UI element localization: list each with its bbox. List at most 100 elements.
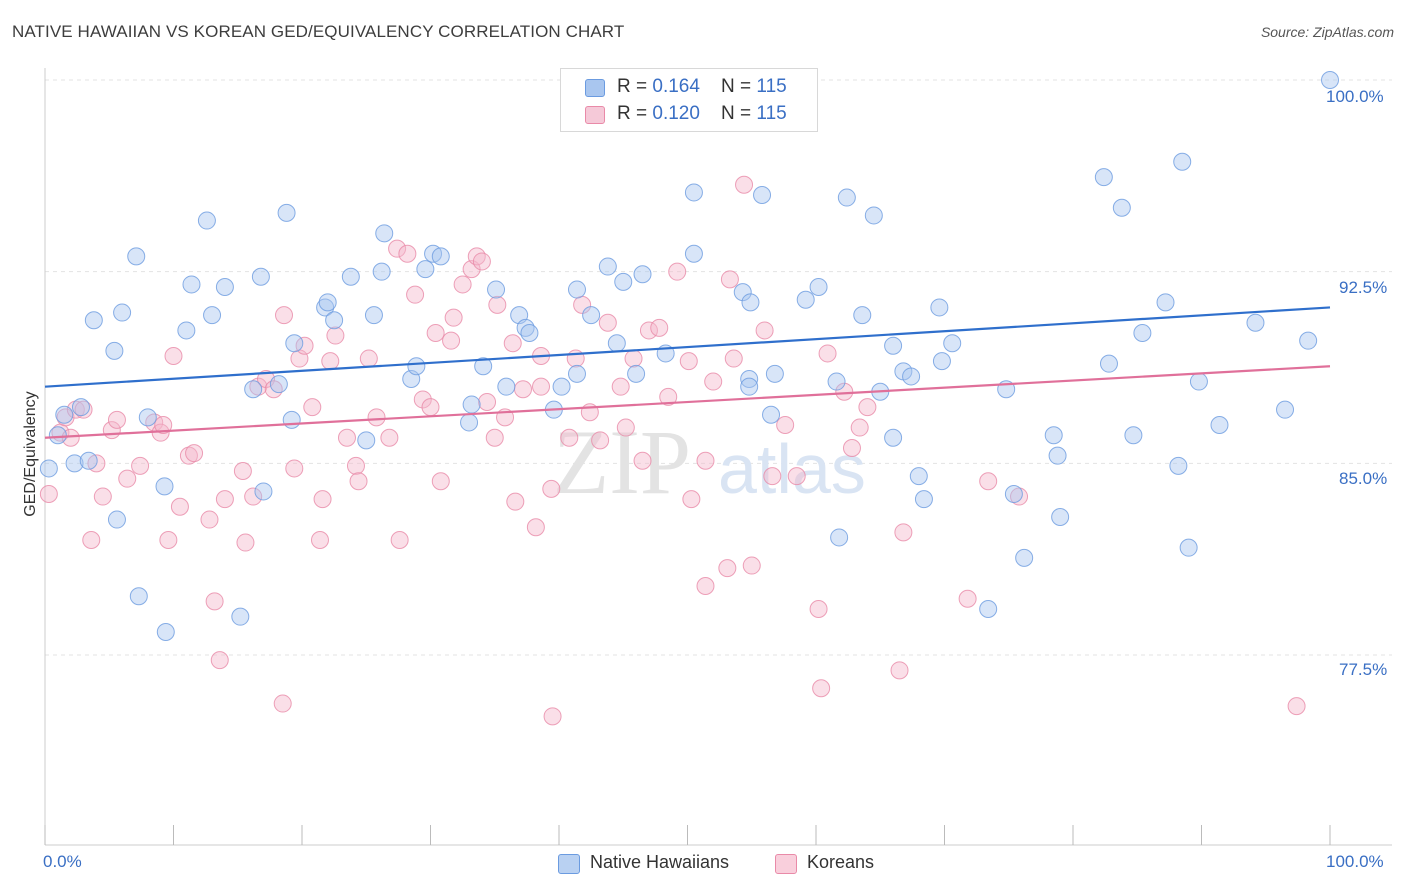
korean-point [236,533,255,552]
korean-point [74,400,93,419]
korean-point [704,372,723,391]
korean-point [244,487,263,506]
native-hawaiian-point [884,428,903,447]
korean-point [295,336,314,355]
y-tick-77-5: 77.5% [1339,660,1388,679]
korean-point [542,479,561,498]
native-hawaiian-point [796,290,815,309]
native-hawaiian-point [552,377,571,396]
native-hawaiian-point [741,293,760,312]
korean-point [285,459,304,478]
legend-swatch-blue [585,79,605,97]
native-hawaiian-point [740,377,759,396]
korean-point [413,390,432,409]
native-hawaiian-point [853,306,872,325]
korean-point [131,456,150,475]
korean-point [159,531,178,549]
native-hawaiian-point [341,267,360,286]
native-hawaiian-point [567,280,586,299]
korean-point [442,331,461,350]
native-hawaiian-point [765,364,784,383]
korean-point [787,467,806,486]
native-hawaiian-point [1173,152,1192,171]
korean-point [406,285,425,304]
korean-point [93,487,112,506]
native-hawaiian-point [1189,372,1208,391]
korean-point [66,400,85,419]
native-hawaiian-point [55,405,74,424]
y-tick-85: 85.0% [1339,469,1388,488]
native-hawaiian-point [627,364,646,383]
native-hawaiian-point [567,364,586,383]
native-hawaiian-point [1321,71,1339,89]
native-hawaiian-point [244,380,263,399]
native-hawaiian-point [364,306,383,325]
native-hawaiian-point [462,395,481,414]
korean-point [742,556,761,575]
native-hawaiian-point [48,426,67,445]
native-hawaiian-point [762,405,781,424]
native-hawaiian-point [138,408,157,427]
korean-point [154,416,173,434]
korean-point [755,321,774,340]
korean-point [313,490,332,509]
legend-r-value: 0.164 [652,76,700,97]
y-axis-label: GED/Equivalency [22,391,39,517]
native-hawaiian-point [71,398,90,417]
korean-trend-line [44,365,1331,439]
korean-point [179,446,198,465]
korean-point [485,428,504,447]
native-hawaiian-point [1004,485,1023,503]
native-hawaiian-point [733,283,752,302]
native-hawaiian-point [1179,538,1198,557]
native-hawaiian-point [407,357,426,376]
korean-point [453,275,472,294]
korean-point [390,531,409,549]
native-hawaiian-point [318,293,337,312]
native-hawaiian-point [282,410,301,429]
native-hawaiian-point [809,278,828,296]
korean-point [894,523,913,542]
native-hawaiian-point [231,607,250,626]
korean-point [359,349,378,368]
korean-point [426,324,445,342]
korean-point [1287,697,1306,716]
x-max-label: 100.0% [1326,852,1384,871]
korean-point [624,349,643,368]
native-hawaiian-point [129,587,148,606]
native-hawaiian-point [155,477,174,496]
native-hawaiian-point [864,206,883,225]
legend-r-value: 0.120 [652,103,700,124]
native-hawaiian-point [1112,198,1131,217]
korean-point [249,377,268,396]
korean-point [650,318,669,337]
native-hawaiian-point [909,467,928,486]
native-hawaiian-point [827,372,846,391]
korean-point [616,418,635,437]
native-hawaiian-point [979,600,998,618]
korean-point [668,262,687,281]
legend-swatch-pink [585,106,605,124]
korean-point [107,410,126,429]
native-hawaiian-point [598,257,617,276]
native-hawaiian-point [633,265,652,284]
korean-point [659,387,678,406]
native-hawaiian-point [316,298,335,317]
watermark-zip: ZIP [553,411,691,513]
native-hawaiian-point [1044,426,1063,445]
korean-point [478,393,497,411]
korean-point [503,334,522,353]
native-hawaiian-point [1051,508,1070,526]
korean-point [200,510,219,529]
source-label: Source: ZipAtlas.com [1260,24,1394,40]
legend-n-label: N = [721,103,757,124]
native-hawaiian-point [269,375,288,394]
native-hawaiian-point [107,510,126,529]
korean-point [724,349,743,368]
native-hawaiian-point [197,211,216,230]
native-hawaiian-point [684,244,703,263]
native-hawaiian-point [431,247,450,266]
native-hawaiian-point [79,451,98,470]
korean-point [776,416,795,434]
native-hawaiian-point [1015,548,1034,567]
